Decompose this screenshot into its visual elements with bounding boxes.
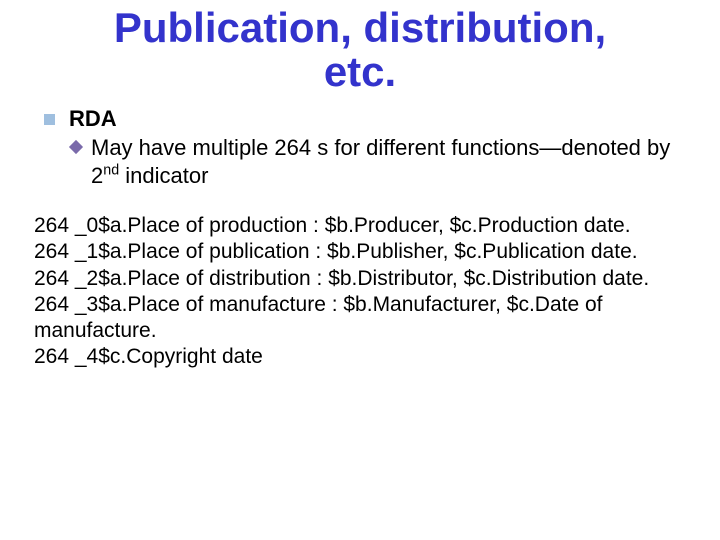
body-line: 264 _4$c.Copyright date — [34, 344, 692, 370]
diamond-bullet-icon — [69, 140, 83, 154]
slide-title: Publication, distribution, etc. — [0, 0, 720, 94]
bullet-level-2: May have multiple 264 s for different fu… — [44, 134, 692, 189]
title-line-2: etc. — [0, 50, 720, 94]
body-line: 264 _0$a.Place of production : $b.Produc… — [34, 213, 692, 239]
bullet1-text: RDA — [69, 106, 117, 132]
body-block: 264 _0$a.Place of production : $b.Produc… — [0, 189, 720, 371]
bullet-list: RDA May have multiple 264 s for differen… — [0, 94, 720, 189]
title-line-1: Publication, distribution, — [0, 6, 720, 50]
bullet2-pre: May — [91, 135, 133, 160]
body-line: 264 _3$a.Place of manufacture : $b.Manuf… — [34, 292, 692, 345]
body-line: 264 _1$a.Place of publication : $b.Publi… — [34, 239, 692, 265]
bullet-level-1: RDA — [44, 106, 692, 132]
bullet2-sup: nd — [103, 162, 119, 178]
square-bullet-icon — [44, 114, 55, 125]
body-line: 264 _2$a.Place of distribution : $b.Dist… — [34, 266, 692, 292]
bullet2-post: indicator — [119, 163, 208, 188]
bullet2-text: May have multiple 264 s for different fu… — [91, 134, 692, 189]
